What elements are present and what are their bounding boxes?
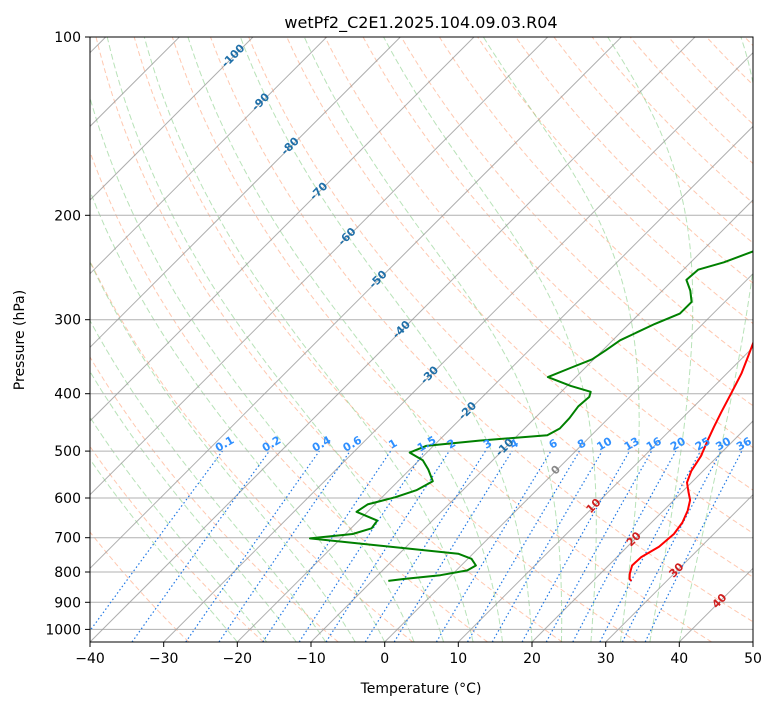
y-tick-label: 100 (54, 30, 81, 46)
isotherm-line (90, 37, 402, 349)
moist-adiabat-line (303, 37, 563, 642)
dry-adiabat-line (515, 37, 753, 284)
moist-adiabat-line (106, 37, 445, 642)
x-tick-label: 50 (744, 651, 762, 667)
moist-adiabat-line (90, 260, 356, 642)
moist-adiabat-line (607, 37, 694, 642)
x-tick-label: 10 (449, 651, 467, 667)
isotherm-line (310, 199, 753, 642)
chart-title: wetPf2_C2E1.2025.104.09.03.R04 (284, 13, 557, 33)
mixing-ratio-line (644, 450, 743, 642)
mixing-ratio-line (218, 450, 351, 642)
y-tick-label: 900 (54, 595, 81, 611)
dewpoint-profile-line (309, 250, 753, 582)
x-tick-label: 0 (380, 651, 389, 667)
x-tick-label: 40 (670, 651, 688, 667)
moist-adiabat-line (383, 37, 597, 642)
y-tick-label: 500 (54, 444, 81, 460)
moist-adiabat-line (482, 37, 640, 642)
moist-adiabat-line (678, 37, 753, 642)
dry-adiabat-line (362, 37, 753, 449)
isotherm-line (90, 37, 549, 496)
moist-adiabat-line (90, 189, 386, 642)
y-tick-label: 200 (54, 208, 81, 224)
x-tick-label: −20 (223, 651, 253, 667)
y-axis-title: Pressure (hPa) (12, 290, 28, 390)
y-tick-label: 700 (54, 531, 81, 547)
x-axis-title: Temperature (°C) (360, 681, 482, 697)
mixing-ratio-line (572, 450, 677, 642)
isotherm-line (531, 420, 753, 642)
moist-adiabat-line (239, 37, 533, 642)
y-tick-label: 1000 (45, 622, 81, 638)
mixing-ratio-line (185, 450, 320, 642)
mixing-ratio-line (262, 450, 392, 642)
isotherm-line (90, 37, 623, 570)
dry-adiabat-line (90, 150, 488, 642)
isotherm-line (90, 37, 475, 422)
isotherm-line (163, 51, 753, 642)
y-tick-label: 400 (54, 387, 81, 403)
x-tick-label: −30 (149, 651, 179, 667)
y-tick-label: 600 (54, 491, 81, 507)
isotherm-line (90, 37, 696, 642)
x-tick-label: 20 (523, 651, 541, 667)
moist-adiabat-line (143, 37, 474, 642)
dry-adiabat-line (90, 356, 339, 642)
x-tick-label: 30 (597, 651, 615, 667)
dry-adiabat-line (248, 37, 753, 578)
moist-adiabat-line (90, 370, 297, 642)
x-tick-label: −10 (296, 651, 326, 667)
y-tick-label: 300 (54, 313, 81, 329)
isotherm-line (605, 493, 753, 642)
plot-frame (89, 36, 754, 643)
moist-adiabat-line (90, 416, 268, 642)
mixing-ratio-line (90, 450, 223, 632)
mixing-ratio-line (325, 450, 450, 642)
dry-adiabat-line (477, 37, 753, 325)
isotherm-line (236, 125, 753, 642)
mixing-ratio-line (298, 450, 425, 642)
y-tick-label: 800 (54, 565, 81, 581)
mixing-ratio-line (131, 450, 270, 642)
mixing-ratio-line (521, 450, 631, 642)
dry-adiabat-line (90, 259, 414, 642)
isotherm-line (457, 346, 753, 642)
mixing-ratio-line (393, 450, 513, 642)
dry-adiabat-line (324, 37, 753, 491)
x-tick-label: −40 (75, 651, 105, 667)
temperature-profile-line (628, 340, 753, 582)
moist-adiabat-line (187, 37, 503, 642)
mixing-ratio-line (545, 450, 653, 642)
mixing-ratio-label: 36 (734, 434, 754, 453)
moist-adiabat-line (90, 458, 238, 642)
